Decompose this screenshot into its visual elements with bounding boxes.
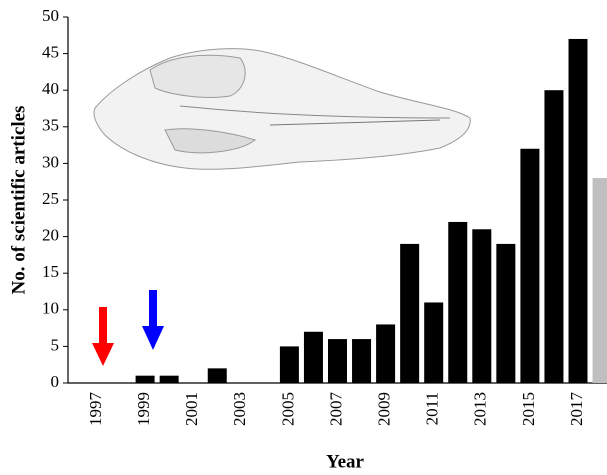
y-tick-label: 35 (42, 116, 59, 135)
x-tick-label: 1997 (86, 392, 105, 427)
bar (520, 149, 539, 383)
y-tick-label: 40 (42, 79, 59, 98)
y-tick-label: 20 (42, 226, 59, 245)
x-tick-label: 2017 (567, 392, 586, 427)
y-tick-label: 25 (42, 189, 59, 208)
x-tick-label: 1999 (134, 392, 153, 426)
skull-illustration (94, 49, 470, 170)
bar (304, 332, 323, 383)
bar (544, 90, 563, 383)
x-tick-label: 2011 (423, 392, 442, 425)
red-arrow (92, 307, 114, 366)
bar (569, 39, 588, 383)
x-tick-label: 2015 (519, 392, 538, 426)
bar (328, 339, 347, 383)
bar (352, 339, 371, 383)
x-tick-label: 2005 (278, 392, 297, 426)
x-tick-label: 2013 (471, 392, 490, 426)
bar (208, 368, 227, 383)
chart: Year No. of scientific articles 0 5 10 15 20… (0, 0, 607, 475)
bar (280, 346, 299, 383)
bar (593, 178, 607, 383)
bar (472, 229, 491, 383)
y-tick-label: 50 (42, 6, 59, 25)
x-tick-label: 2007 (326, 392, 345, 427)
y-axis-title: No. of scientific articles (8, 106, 29, 295)
x-axis-title: Year (326, 451, 365, 472)
y-tick-label: 45 (42, 43, 59, 62)
bar (424, 302, 443, 383)
x-tick-label: 2003 (230, 392, 249, 426)
bar (376, 324, 395, 383)
y-tick-label: 0 (51, 372, 60, 391)
y-tick-label: 10 (42, 299, 59, 318)
blue-arrow (142, 290, 164, 350)
bar (496, 244, 515, 383)
bar (448, 222, 467, 383)
bar (136, 376, 155, 383)
y-tick-label: 5 (51, 335, 60, 354)
x-tick-label: 2009 (375, 392, 394, 426)
y-tick-label: 15 (42, 262, 59, 281)
bar (160, 376, 179, 383)
bar (400, 244, 419, 383)
x-tick-label: 2001 (182, 392, 201, 426)
y-tick-label: 30 (42, 152, 59, 171)
